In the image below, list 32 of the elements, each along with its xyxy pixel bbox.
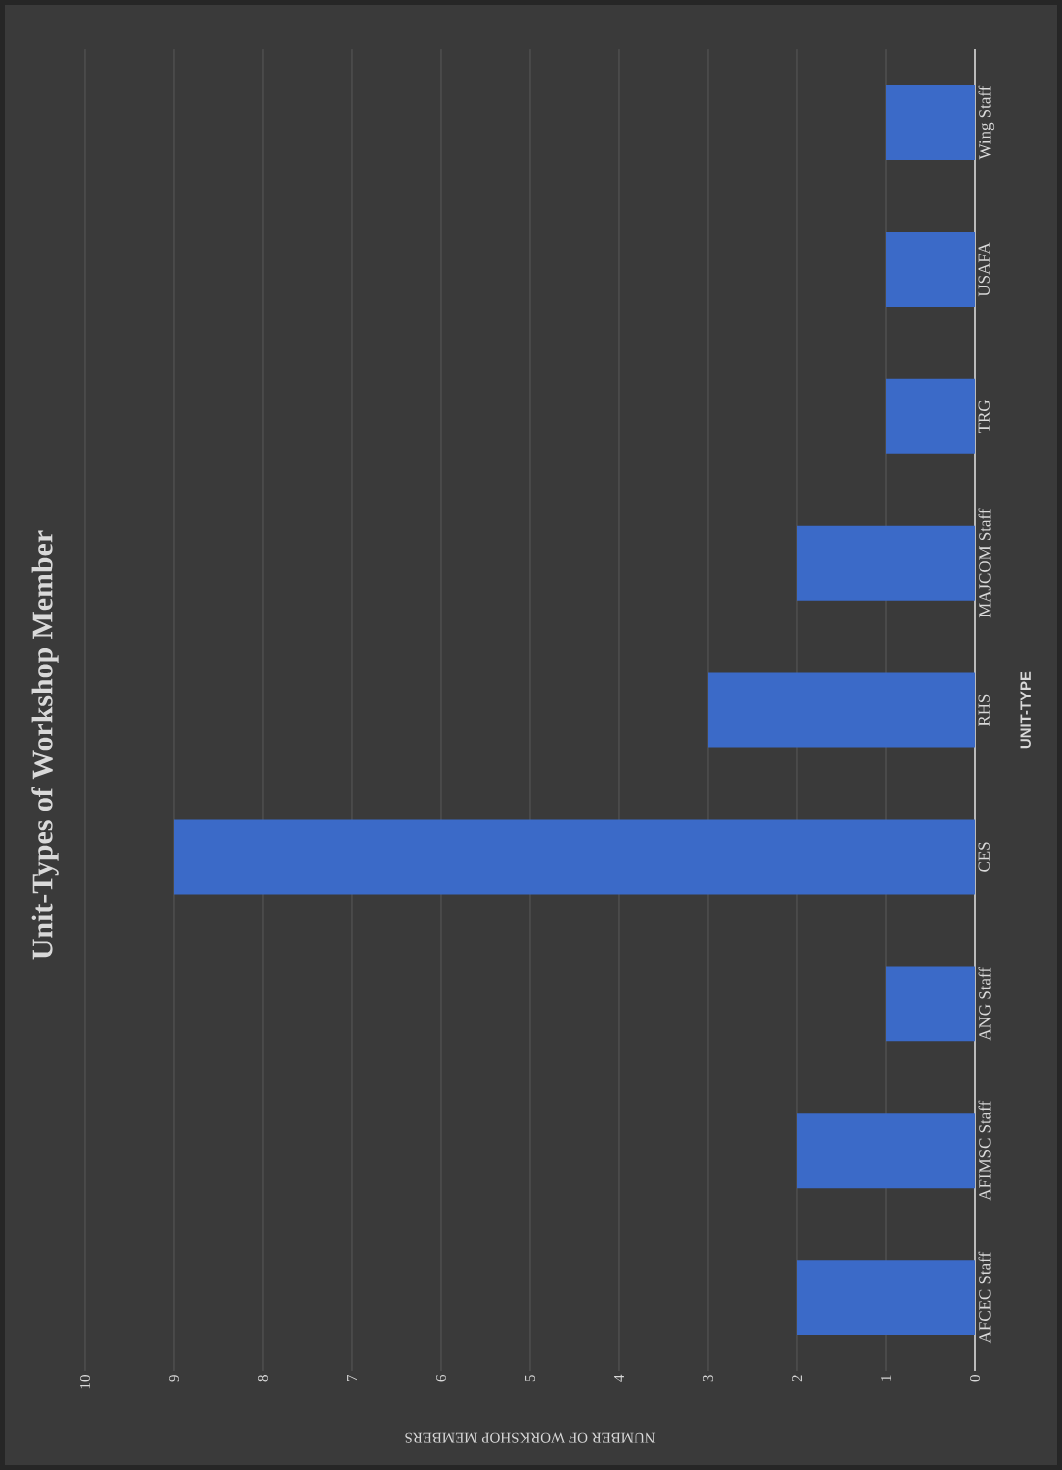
text: Unit-Types of Workshop Member bbox=[31, 530, 59, 960]
y-tick-label: Wing Staff bbox=[978, 85, 995, 160]
bar bbox=[173, 819, 975, 895]
y-tick-label: USAFA bbox=[978, 242, 990, 297]
y-tick-label: TRG bbox=[978, 399, 990, 433]
y-tick-label: RHS bbox=[978, 694, 990, 727]
x-tick-label: 9 bbox=[168, 1375, 179, 1382]
y-tick-label: AFIMSC Staff bbox=[978, 1100, 991, 1201]
x-tick-label: 8 bbox=[257, 1375, 269, 1382]
y-tick-label: MAJCOM Staff bbox=[978, 508, 991, 618]
bar bbox=[886, 85, 975, 160]
bar bbox=[708, 672, 975, 748]
y-tick-label: CES bbox=[978, 842, 990, 872]
x-tick-label: 6 bbox=[435, 1375, 447, 1382]
x-tick-label: 1 bbox=[881, 1375, 891, 1381]
bar bbox=[797, 1113, 975, 1189]
bar bbox=[886, 231, 975, 307]
bar bbox=[797, 525, 975, 601]
x-tick-label: 2 bbox=[792, 1375, 802, 1382]
y-axis-title: UNIT-TYPE bbox=[1020, 671, 1031, 749]
y-tick-label: ANG Staff bbox=[978, 967, 991, 1041]
bar bbox=[886, 378, 975, 454]
x-tick-label: 3 bbox=[702, 1375, 714, 1382]
x-tick-label: 5 bbox=[525, 1375, 535, 1382]
x-tick-label: 4 bbox=[614, 1374, 624, 1382]
y-tick-label: AFCEC Staff bbox=[978, 1251, 991, 1344]
x-tick-label: 10 bbox=[79, 1375, 91, 1389]
x-tick-label: 7 bbox=[347, 1375, 357, 1382]
bar bbox=[797, 1260, 975, 1336]
x-axis-title: NUMBER OF WORKSHOP MEMBERS bbox=[405, 1432, 656, 1443]
x-tick-label: 0 bbox=[969, 1375, 981, 1382]
bar bbox=[886, 966, 975, 1042]
